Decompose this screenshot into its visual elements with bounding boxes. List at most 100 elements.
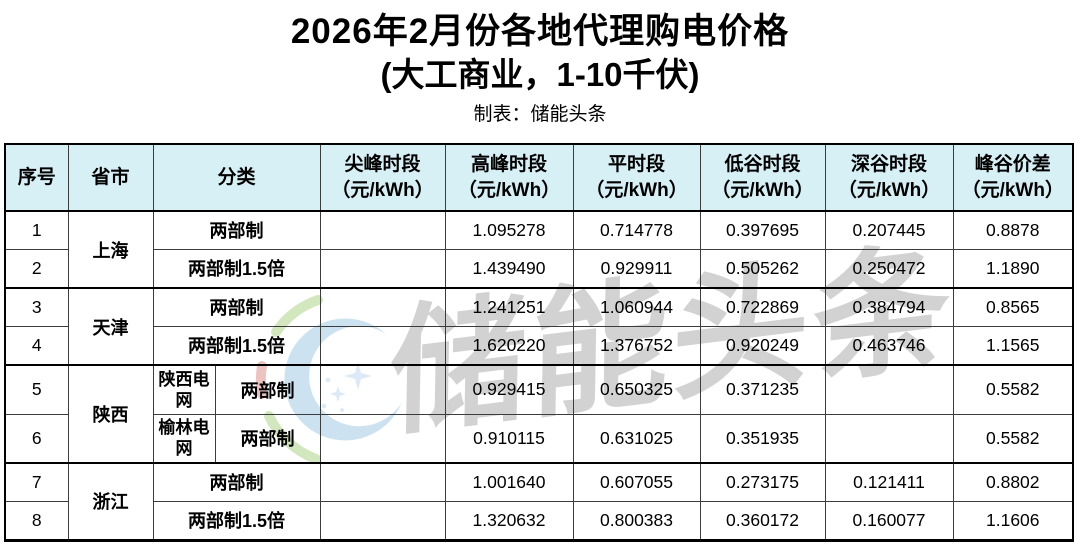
cell-seq: 7 <box>4 462 69 502</box>
cell-category: 两部制1.5倍 <box>152 248 321 289</box>
col-header-label: 深谷时段 <box>851 153 928 175</box>
col-header-peak-valley-gap: 峰谷价差 （元/kWh） <box>952 143 1074 212</box>
cell-category: 两部制 <box>152 210 321 250</box>
col-header-category: 分类 <box>152 143 321 212</box>
table-row: 1 上海 两部制 1.095278 0.714778 0.397695 0.20… <box>4 210 1074 289</box>
col-header-sharp-peak: 尖峰时段 （元/kWh） <box>319 143 446 212</box>
col-header-unit: （元/kWh） <box>331 179 434 201</box>
cell-flat: 0.650325 <box>572 364 701 415</box>
cell-peak: 1.241251 <box>444 287 574 327</box>
cell-sharp-peak <box>319 364 446 415</box>
cell-province: 天津 <box>67 287 154 366</box>
cell-deep-valley: 0.250472 <box>824 248 954 289</box>
cell-valley: 0.351935 <box>699 413 826 464</box>
cell-valley: 0.397695 <box>699 210 826 250</box>
cell-grid: 榆林电网 <box>152 413 216 464</box>
cell-deep-valley: 0.160077 <box>824 500 954 541</box>
cell-grid: 陕西电网 <box>152 364 216 415</box>
cell-category: 两部制1.5倍 <box>152 325 321 366</box>
cell-sharp-peak <box>319 462 446 502</box>
table-row: 2 两部制1.5倍 1.439490 0.929911 0.505262 0.2… <box>4 248 1074 289</box>
cell-sharp-peak <box>319 325 446 366</box>
cell-sharp-peak <box>319 413 446 464</box>
col-header-province: 省市 <box>67 143 154 212</box>
cell-category: 两部制1.5倍 <box>152 500 321 541</box>
table-row: 4 两部制1.5倍 1.620220 1.376752 0.920249 0.4… <box>4 325 1074 366</box>
cell-peak: 1.095278 <box>444 210 574 250</box>
cell-peak: 1.620220 <box>444 325 574 366</box>
col-header-label: 尖峰时段 <box>344 153 421 175</box>
table-row: 6 榆林电网 两部制 0.910115 0.631025 0.351935 0.… <box>4 413 1074 464</box>
col-header-peak: 高峰时段 （元/kWh） <box>444 143 574 212</box>
cell-province: 陕西 <box>67 364 154 464</box>
cell-sharp-peak <box>319 500 446 541</box>
cell-seq: 4 <box>4 325 69 366</box>
col-header-unit: （元/kWh） <box>711 179 814 201</box>
cell-category: 两部制 <box>152 287 321 327</box>
cell-valley: 0.273175 <box>699 462 826 502</box>
cell-flat: 0.714778 <box>572 210 701 250</box>
cell-category: 两部制 <box>214 364 321 415</box>
col-header-label: 高峰时段 <box>471 153 548 175</box>
table-row: 7 浙江 两部制 1.001640 0.607055 0.273175 0.12… <box>4 462 1074 541</box>
cell-peak-valley-gap: 0.8878 <box>952 210 1074 250</box>
cell-valley: 0.505262 <box>699 248 826 289</box>
cell-seq: 3 <box>4 287 69 327</box>
table-row: 5 陕西 陕西电网 两部制 0.929415 0.650325 0.371235… <box>4 364 1074 464</box>
col-header-unit: （元/kWh） <box>585 179 688 201</box>
cell-deep-valley: 0.384794 <box>824 287 954 327</box>
col-header-label: 平时段 <box>608 153 666 175</box>
page-title-line1: 2026年2月份各地代理购电价格 <box>290 12 790 51</box>
col-header-valley: 低谷时段 （元/kWh） <box>699 143 826 212</box>
cell-flat: 0.631025 <box>572 413 701 464</box>
col-header-unit: （元/kWh） <box>961 179 1064 201</box>
cell-sharp-peak <box>319 287 446 327</box>
cell-valley: 0.360172 <box>699 500 826 541</box>
cell-peak-valley-gap: 1.1606 <box>952 500 1074 541</box>
cell-peak: 1.320632 <box>444 500 574 541</box>
cell-flat: 0.800383 <box>572 500 701 541</box>
cell-valley: 0.920249 <box>699 325 826 366</box>
price-table: 序号 省市 分类 尖峰时段 （元/kWh） 高峰时段 （元/kWh） 平时段 （… <box>4 143 1075 542</box>
cell-peak: 0.910115 <box>444 413 574 464</box>
header-row: 序号 省市 分类 尖峰时段 （元/kWh） 高峰时段 （元/kWh） 平时段 （… <box>4 143 1074 212</box>
cell-seq: 8 <box>4 500 69 541</box>
table-row: 8 两部制1.5倍 1.320632 0.800383 0.360172 0.1… <box>4 500 1074 541</box>
cell-deep-valley: 0.207445 <box>824 210 954 250</box>
cell-flat: 0.929911 <box>572 248 701 289</box>
cell-seq: 1 <box>4 210 69 250</box>
cell-province: 浙江 <box>67 462 154 541</box>
cell-province: 上海 <box>67 210 154 289</box>
cell-seq: 5 <box>4 364 69 415</box>
cell-flat: 0.607055 <box>572 462 701 502</box>
col-header-unit: （元/kWh） <box>457 179 561 201</box>
cell-peak: 0.929415 <box>444 364 574 415</box>
col-header-unit: （元/kWh） <box>837 179 941 201</box>
cell-sharp-peak <box>319 248 446 289</box>
cell-peak: 1.439490 <box>444 248 574 289</box>
cell-valley: 0.371235 <box>699 364 826 415</box>
cell-deep-valley <box>824 364 954 415</box>
page-title-line2: (大工商业，1-10千伏) <box>380 56 700 93</box>
cell-peak-valley-gap: 0.5582 <box>952 413 1074 464</box>
cell-flat: 1.376752 <box>572 325 701 366</box>
cell-category: 两部制 <box>214 413 321 464</box>
col-header-label: 低谷时段 <box>724 153 801 175</box>
cell-peak: 1.001640 <box>444 462 574 502</box>
cell-peak-valley-gap: 1.1565 <box>952 325 1074 366</box>
cell-category: 两部制 <box>152 462 321 502</box>
cell-deep-valley: 0.121411 <box>824 462 954 502</box>
cell-seq: 6 <box>4 413 69 464</box>
cell-peak-valley-gap: 0.5582 <box>952 364 1074 415</box>
cell-valley: 0.722869 <box>699 287 826 327</box>
cell-flat: 1.060944 <box>572 287 701 327</box>
title-block: 2026年2月份各地代理购电价格 (大工商业，1-10千伏) 制表：储能头条 <box>0 0 1080 143</box>
cell-peak-valley-gap: 1.1890 <box>952 248 1074 289</box>
table-row: 3 天津 两部制 1.241251 1.060944 0.722869 0.38… <box>4 287 1074 366</box>
cell-peak-valley-gap: 0.8565 <box>952 287 1074 327</box>
cell-sharp-peak <box>319 210 446 250</box>
cell-deep-valley <box>824 413 954 464</box>
cell-seq: 2 <box>4 248 69 289</box>
credit-line: 制表：储能头条 <box>473 104 607 125</box>
col-header-flat: 平时段 （元/kWh） <box>572 143 701 212</box>
